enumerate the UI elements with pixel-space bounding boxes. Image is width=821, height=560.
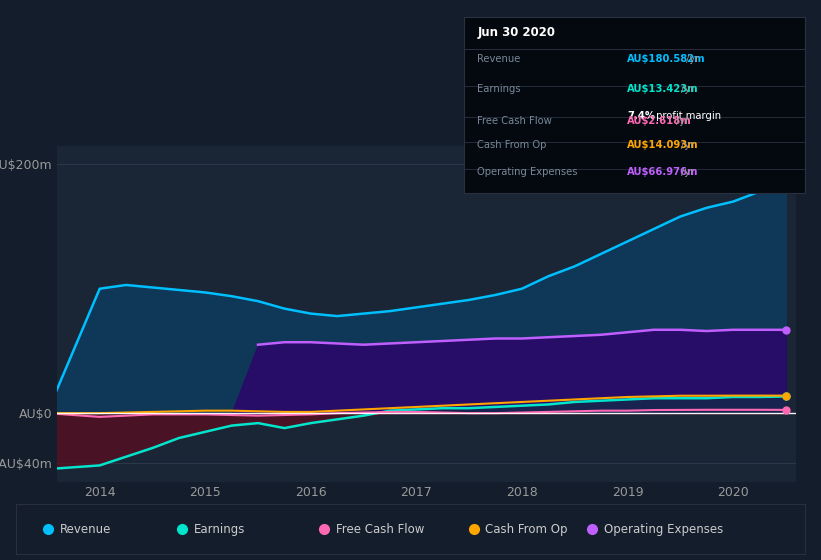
Text: 7.4%: 7.4% xyxy=(627,111,655,121)
Text: Free Cash Flow: Free Cash Flow xyxy=(478,115,553,125)
Text: AU$2.618m: AU$2.618m xyxy=(627,115,692,125)
Text: Operating Expenses: Operating Expenses xyxy=(603,522,722,536)
Text: Revenue: Revenue xyxy=(60,522,111,536)
Text: Cash From Op: Cash From Op xyxy=(485,522,568,536)
Text: AU$66.976m: AU$66.976m xyxy=(627,167,699,177)
Text: /yr: /yr xyxy=(672,115,689,125)
Text: Earnings: Earnings xyxy=(194,522,245,536)
Text: Jun 30 2020: Jun 30 2020 xyxy=(478,26,556,39)
Text: Earnings: Earnings xyxy=(478,84,521,94)
Text: Free Cash Flow: Free Cash Flow xyxy=(336,522,424,536)
Text: Revenue: Revenue xyxy=(478,54,521,64)
Text: Operating Expenses: Operating Expenses xyxy=(478,167,578,177)
Text: /yr: /yr xyxy=(678,167,694,177)
Text: profit margin: profit margin xyxy=(653,111,721,121)
Text: /yr: /yr xyxy=(683,54,699,64)
Text: AU$180.582m: AU$180.582m xyxy=(627,54,706,64)
Text: AU$13.423m: AU$13.423m xyxy=(627,84,699,94)
Text: Cash From Op: Cash From Op xyxy=(478,141,547,150)
Text: /yr: /yr xyxy=(678,141,694,150)
Text: /yr: /yr xyxy=(678,84,694,94)
Text: AU$14.093m: AU$14.093m xyxy=(627,141,699,150)
